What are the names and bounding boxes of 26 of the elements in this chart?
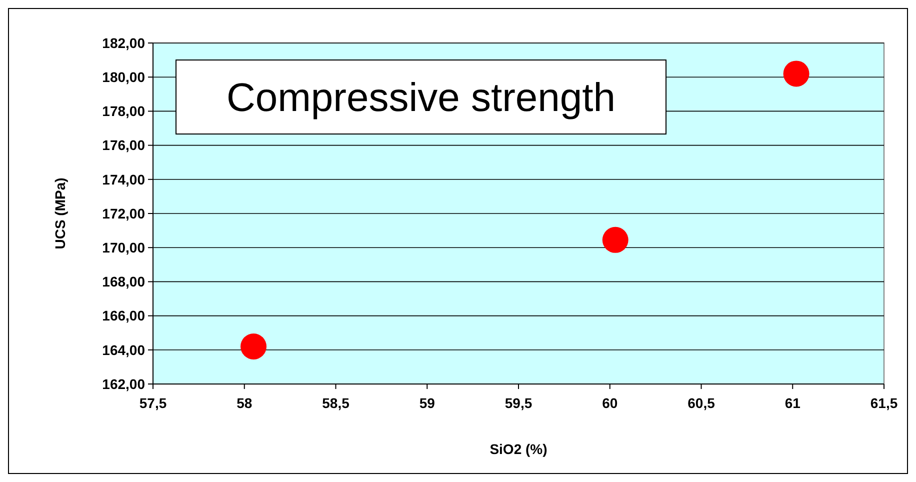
x-tick-label: 58 (236, 395, 252, 411)
y-tick-label: 168,00 (102, 274, 146, 290)
text: Compressive strength (226, 76, 616, 120)
point (783, 60, 810, 87)
y-axis-title: UCS (MPa) (52, 178, 68, 250)
y-tick-label: 170,00 (102, 240, 146, 256)
y-tick-label: 164,00 (102, 342, 146, 358)
y-tick-label: 180,00 (102, 69, 146, 85)
x-tick-label: 60,5 (688, 395, 716, 411)
y-tick-label: 182,00 (102, 34, 146, 51)
y-tick-label: 172,00 (102, 205, 146, 222)
y-tick-label: 166,00 (102, 308, 146, 324)
x-tick-label: 57,5 (139, 395, 167, 411)
x-tick-label: 60 (602, 395, 618, 411)
y-tick-label: 174,00 (102, 171, 146, 188)
x-axis-title: SiO2 (%) (490, 441, 548, 457)
point (240, 333, 267, 360)
y-tick-label: 178,00 (102, 103, 146, 120)
x-tick-label: 59 (419, 395, 436, 411)
x-tick-label: 61,5 (870, 395, 898, 411)
y-tick-label: 176,00 (102, 137, 146, 154)
point (602, 226, 628, 253)
y-tick-label: 162,00 (102, 376, 146, 392)
x-tick-label: 59,5 (504, 395, 532, 411)
x-tick-label: 58,5 (322, 395, 350, 411)
x-tick-label: 61 (784, 395, 801, 411)
